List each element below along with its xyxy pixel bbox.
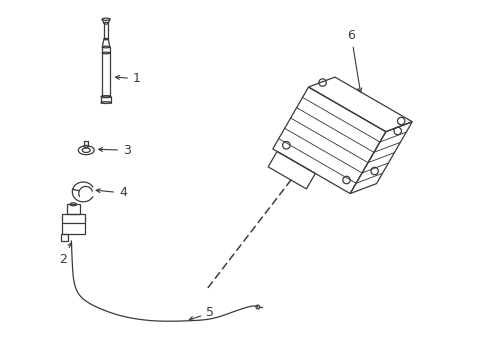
Text: 1: 1 [115, 72, 141, 85]
Text: 6: 6 [346, 29, 361, 92]
Text: 5: 5 [189, 306, 214, 320]
Text: 3: 3 [99, 144, 131, 157]
Bar [62, 214, 84, 234]
Bar [61, 234, 68, 241]
Text: 2: 2 [60, 243, 71, 266]
Text: 4: 4 [96, 186, 126, 199]
Bar [67, 204, 80, 214]
